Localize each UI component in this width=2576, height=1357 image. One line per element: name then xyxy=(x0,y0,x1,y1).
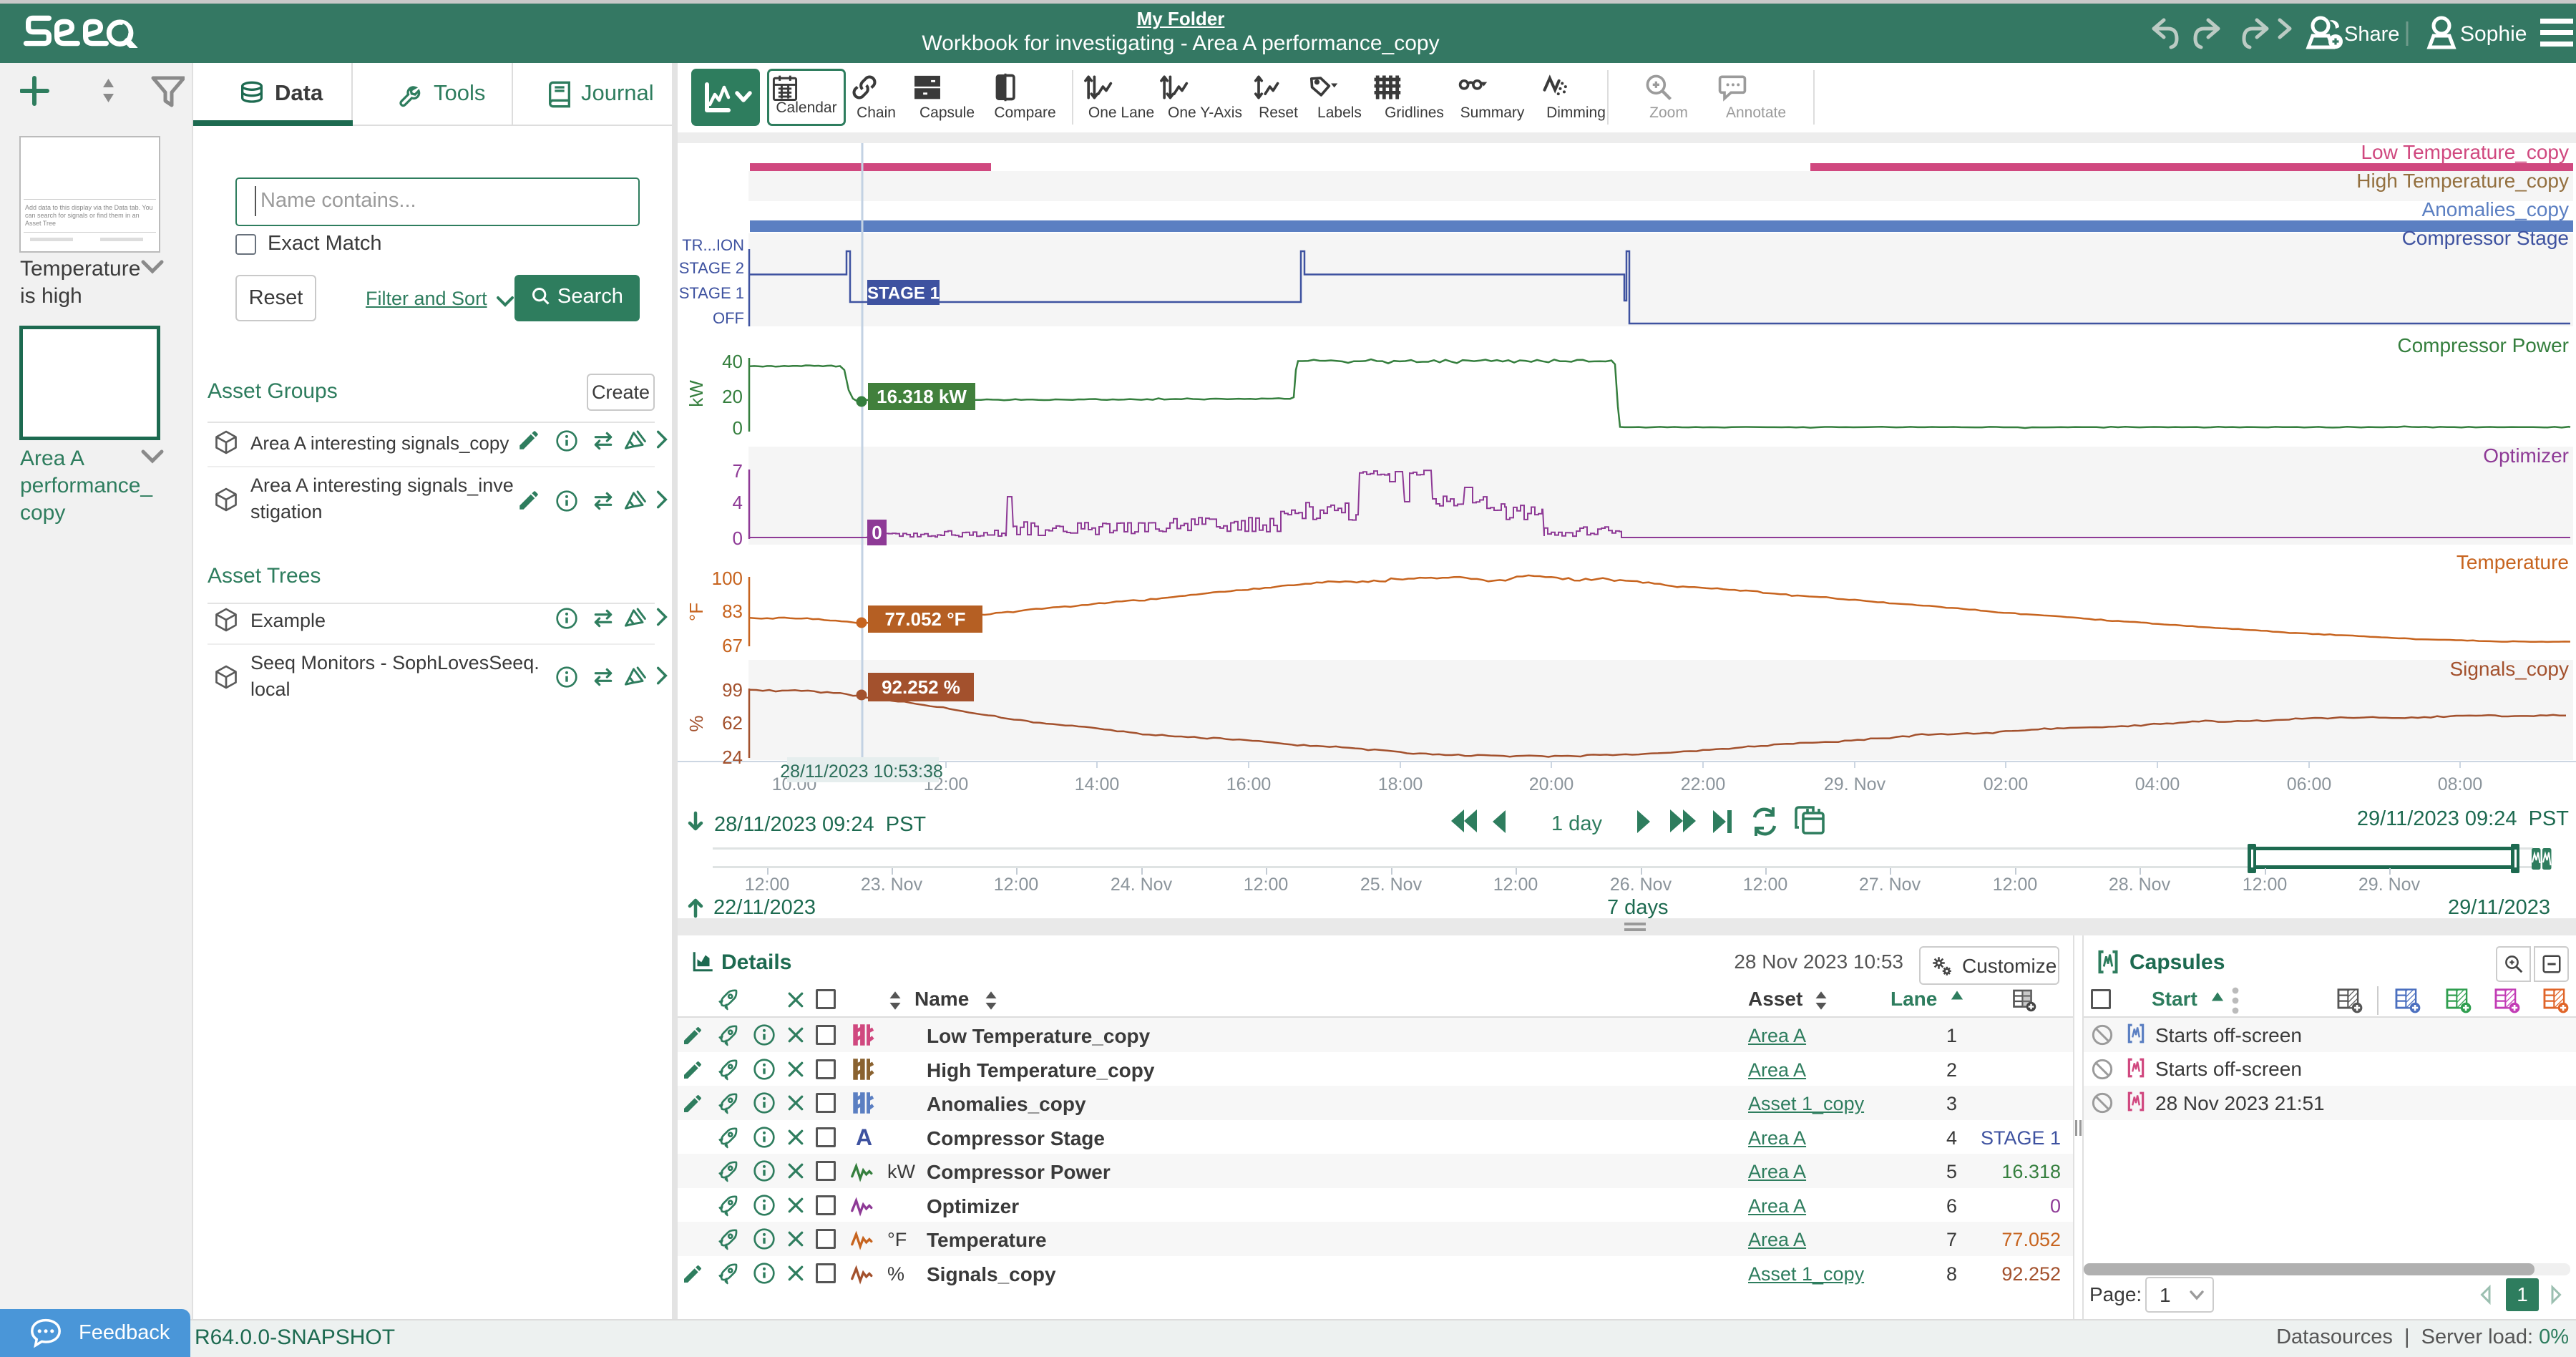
svg-text:08:00: 08:00 xyxy=(2438,774,2483,794)
svg-text:92.252 %: 92.252 % xyxy=(882,676,960,698)
svg-text:0: 0 xyxy=(733,417,743,439)
svg-text:Share: Share xyxy=(2344,23,2399,46)
svg-text:62: 62 xyxy=(722,712,743,734)
svg-text:TR...ION: TR...ION xyxy=(682,236,744,254)
svg-text:Compressor Stage: Compressor Stage xyxy=(2402,227,2569,249)
svg-text:Anomalies_copy: Anomalies_copy xyxy=(2422,198,2569,220)
svg-text:Optimizer: Optimizer xyxy=(2483,444,2569,467)
svg-text:STAGE 1: STAGE 1 xyxy=(679,284,744,302)
svg-text:83: 83 xyxy=(722,600,743,622)
svg-text:04:00: 04:00 xyxy=(2135,774,2180,794)
svg-text:77.052 °F: 77.052 °F xyxy=(884,608,965,630)
svg-text:16:00: 16:00 xyxy=(1226,774,1272,794)
svg-text:18:00: 18:00 xyxy=(1378,774,1423,794)
svg-text:Compressor Power: Compressor Power xyxy=(2397,334,2569,356)
svg-text:20: 20 xyxy=(722,386,743,407)
svg-text:28/11/2023 10:53:38: 28/11/2023 10:53:38 xyxy=(780,762,943,782)
svg-text:Low Temperature_copy: Low Temperature_copy xyxy=(2361,143,2569,163)
svg-text:4: 4 xyxy=(733,492,743,513)
svg-text:16.318 kW: 16.318 kW xyxy=(877,386,967,407)
svg-text:02:00: 02:00 xyxy=(1984,774,2029,794)
svg-text:STAGE 1: STAGE 1 xyxy=(867,284,940,303)
svg-text:Sophie: Sophie xyxy=(2460,22,2527,46)
svg-text:0: 0 xyxy=(733,527,743,549)
svg-text:Temperature: Temperature xyxy=(2457,551,2569,573)
svg-text:67: 67 xyxy=(722,635,743,656)
svg-text:7: 7 xyxy=(733,460,743,482)
svg-text:°F: °F xyxy=(686,603,707,621)
svg-text:%: % xyxy=(686,715,707,731)
svg-text:1 day: 1 day xyxy=(1551,812,1602,835)
svg-text:OFF: OFF xyxy=(713,309,744,327)
svg-text:100: 100 xyxy=(712,568,743,589)
svg-text:06:00: 06:00 xyxy=(2287,774,2332,794)
svg-text:kW: kW xyxy=(686,380,707,407)
svg-text:22:00: 22:00 xyxy=(1681,774,1726,794)
svg-text:14:00: 14:00 xyxy=(1075,774,1120,794)
svg-text:24: 24 xyxy=(722,746,743,768)
svg-text:0: 0 xyxy=(872,522,882,543)
svg-text:40: 40 xyxy=(722,351,743,372)
svg-text:20:00: 20:00 xyxy=(1529,774,1574,794)
svg-text:29. Nov: 29. Nov xyxy=(1824,774,1886,794)
svg-text:28/11/2023 09:24 PST: 28/11/2023 09:24 PST xyxy=(714,813,926,836)
svg-text:99: 99 xyxy=(722,679,743,701)
svg-text:High Temperature_copy: High Temperature_copy xyxy=(2356,170,2569,192)
svg-text:STAGE 2: STAGE 2 xyxy=(679,259,744,277)
svg-text:Signals_copy: Signals_copy xyxy=(2449,658,2569,680)
